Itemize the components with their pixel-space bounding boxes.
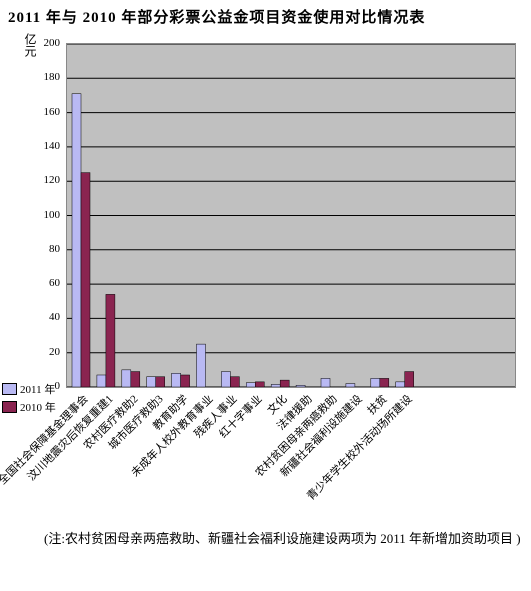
bar [221, 372, 230, 387]
bar [81, 173, 90, 387]
bar [405, 372, 414, 387]
legend-item-2011: 2011 年 [2, 381, 56, 397]
y-tick: 80 [49, 243, 60, 255]
bar [380, 378, 389, 387]
legend-item-2010: 2010 年 [2, 399, 56, 415]
y-tick: 40 [49, 311, 60, 323]
bar [246, 383, 255, 387]
legend-label-2010: 2010 年 [20, 399, 56, 415]
legend-label-2011: 2011 年 [20, 381, 55, 397]
bar [106, 294, 115, 387]
legend-swatch-2010 [2, 401, 17, 413]
bar [131, 372, 140, 387]
bar [296, 385, 305, 387]
plot-area [66, 43, 516, 388]
y-tick: 200 [44, 37, 61, 49]
bar [230, 377, 239, 387]
x-tick-labels: 全国社会保障基金理事会汶川地震灾后恢复重建1农村医疗救助2城市医疗救助3教育助学… [66, 391, 516, 526]
y-tick: 20 [49, 346, 60, 358]
page-title: 2011 年与 2010 年部分彩票公益金项目资金使用对比情况表 [0, 0, 531, 31]
bar [197, 344, 206, 387]
bar [271, 384, 280, 387]
bar [156, 377, 165, 387]
y-tick: 60 [49, 277, 60, 289]
gridlines [67, 44, 515, 387]
y-tick: 120 [44, 174, 61, 186]
y-tick: 100 [44, 209, 61, 221]
bar [172, 373, 181, 387]
bar [321, 378, 330, 387]
y-tick-labels: 020406080100120140160180200 [8, 43, 64, 388]
chart-container: 亿元 020406080100120140160180200 全国社会保障基金理… [8, 31, 523, 526]
y-tick: 140 [44, 140, 61, 152]
bars [72, 94, 414, 387]
bar [147, 377, 156, 387]
legend-swatch-2011 [2, 383, 17, 395]
bar [255, 382, 264, 387]
footnote: (注:农村贫困母亲两癌救助、新疆社会福利设施建设两项为 2011 年新增加资助项… [0, 526, 531, 548]
bar [396, 382, 405, 387]
legend: 2011 年 2010 年 [2, 381, 56, 417]
bar [122, 370, 131, 387]
bar [72, 94, 81, 387]
chart-svg [67, 44, 515, 387]
y-tick: 160 [44, 106, 61, 118]
bar [280, 380, 289, 387]
y-tick: 180 [44, 71, 61, 83]
bar [181, 375, 190, 387]
bar [346, 384, 355, 387]
bar [97, 375, 106, 387]
bar [371, 378, 380, 387]
